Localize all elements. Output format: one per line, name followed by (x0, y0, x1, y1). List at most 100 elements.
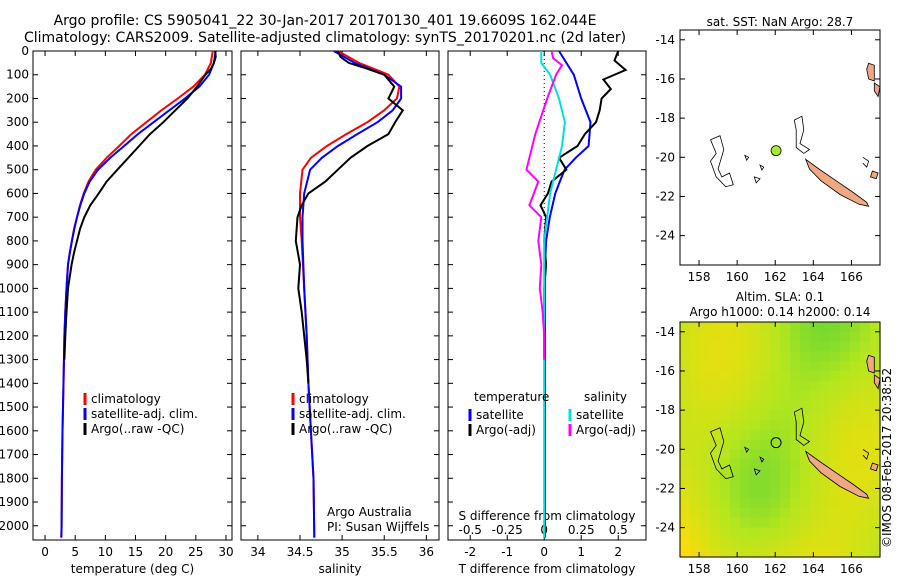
sla-map-islet-outline (753, 468, 761, 476)
sla-heat-cell (820, 488, 831, 499)
panel3-xtick-label: 2 (614, 545, 622, 559)
sla-heat-cell (850, 410, 861, 421)
sla-heat-cell (700, 410, 711, 421)
sla-heat-cell (680, 371, 691, 382)
sla-heat-cell (810, 498, 821, 509)
sla-heat-cell (750, 331, 761, 343)
panel3-s-tick-label: -0.25 (492, 523, 523, 537)
sla-heat-cell (680, 361, 691, 372)
sla-heat-cell (780, 351, 791, 362)
sla-heat-cell (710, 537, 721, 548)
sla-heat-cell (800, 468, 811, 480)
sla-heat-cell (830, 547, 841, 558)
sla-heat-cell (770, 498, 781, 509)
sla-heat-cell (790, 351, 801, 362)
sla-heat-cell (710, 468, 721, 480)
sla-heat-cell (860, 478, 871, 490)
sla-map-new-caledonia-island (804, 450, 870, 499)
sla-heat-cell (710, 322, 721, 333)
sla-map-southern-reef-outline (862, 448, 870, 460)
sla-heat-cell (830, 527, 841, 538)
sla-heat-cell (750, 380, 761, 392)
sla-heat-cell (750, 429, 761, 441)
sla-heat-cell (790, 419, 801, 431)
sla-heat-cell (690, 459, 701, 470)
sst-map-lat-label: -14 (655, 33, 675, 47)
sla-heat-cell (720, 527, 731, 538)
depth-tick-label: 400 (6, 139, 29, 153)
panel1-series-satellite-adj-clim- (60, 50, 217, 538)
sla-heat-cell (700, 449, 711, 460)
sla-heat-cell (740, 331, 751, 343)
sla-heat-cell (830, 439, 841, 450)
sla-heat-cell (810, 419, 821, 431)
panel3-legend-heading: salinity (584, 390, 627, 404)
depth-tick-label: 1900 (0, 495, 29, 509)
sla-heat-cell (870, 410, 881, 421)
sla-heat-cell (770, 390, 781, 401)
sla-heat-cell (850, 390, 861, 401)
sla-heat-cell (820, 498, 831, 509)
sla-heat-cell (810, 439, 821, 450)
sla-heat-cell (840, 371, 851, 382)
sla-heat-cell (690, 322, 701, 333)
sla-heat-cell (810, 380, 821, 392)
sla-heat-cell (720, 322, 731, 333)
sla-heat-cell (860, 508, 871, 519)
sla-heat-cell (780, 341, 791, 352)
attribution-line1: Argo Australia (327, 505, 412, 519)
sla-map-islet-outline (744, 446, 750, 454)
sla-heat-cell (820, 400, 831, 411)
sla-heat-cell (730, 537, 741, 548)
sla-heat-cell (690, 537, 701, 548)
sla-heat-cell (720, 498, 731, 509)
sla-heat-cell (790, 341, 801, 352)
sla-heat-cell (850, 537, 861, 548)
panel2-series-argo-raw-qc- (294, 50, 405, 384)
depth-tick-label: 200 (6, 91, 29, 105)
sla-heat-cell (710, 419, 721, 431)
sla-heat-cell (760, 527, 771, 538)
sst-map-vanuatu-island (873, 82, 881, 98)
sla-heat-cell (840, 390, 851, 401)
sla-heat-cell (860, 419, 871, 431)
sla-heat-cell (870, 527, 881, 538)
sla-heat-cell (750, 341, 761, 352)
sla-heat-cell (870, 478, 881, 490)
sla-heat-cell (710, 341, 721, 352)
sla-heat-cell (690, 410, 701, 421)
sla-heat-cell (780, 361, 791, 372)
sla-heat-cell (730, 390, 741, 401)
panel2-frame (240, 50, 440, 541)
panel3-legend-label: Argo(-adj) (476, 423, 536, 437)
sla-heat-cell (690, 400, 701, 411)
sla-heat-cell (720, 547, 731, 558)
sla-heat-cell (770, 419, 781, 431)
sla-heat-cell (770, 527, 781, 538)
sla-heat-cell (820, 478, 831, 490)
sla-heat-cell (800, 488, 811, 499)
sla-heat-cell (870, 361, 881, 372)
sla-map-lat-label: -20 (655, 442, 675, 456)
panel2-xlabel: salinity (318, 562, 361, 576)
sst-map-lat-label: -20 (655, 150, 675, 164)
sla-heat-cell (760, 331, 771, 343)
sla-heat-cell (680, 341, 691, 352)
sla-heat-cell (830, 498, 841, 509)
sla-heat-cell (790, 390, 801, 401)
sla-heat-cell (690, 498, 701, 509)
sla-heat-cell (770, 488, 781, 499)
sla-heat-cell (800, 508, 811, 519)
sla-heat-cell (750, 547, 761, 558)
sla-heat-cell (810, 537, 821, 548)
sla-heat-cell (840, 351, 851, 362)
depth-tick-label: 900 (6, 258, 29, 272)
sla-heat-cell (710, 361, 721, 372)
sla-heat-cell (750, 400, 761, 411)
sst-map-northern-reef-outline (793, 115, 811, 154)
sla-heat-cell (820, 537, 831, 548)
sla-heat-cell (690, 468, 701, 480)
sla-heat-cell (850, 459, 861, 470)
sla-heat-cell (740, 478, 751, 490)
